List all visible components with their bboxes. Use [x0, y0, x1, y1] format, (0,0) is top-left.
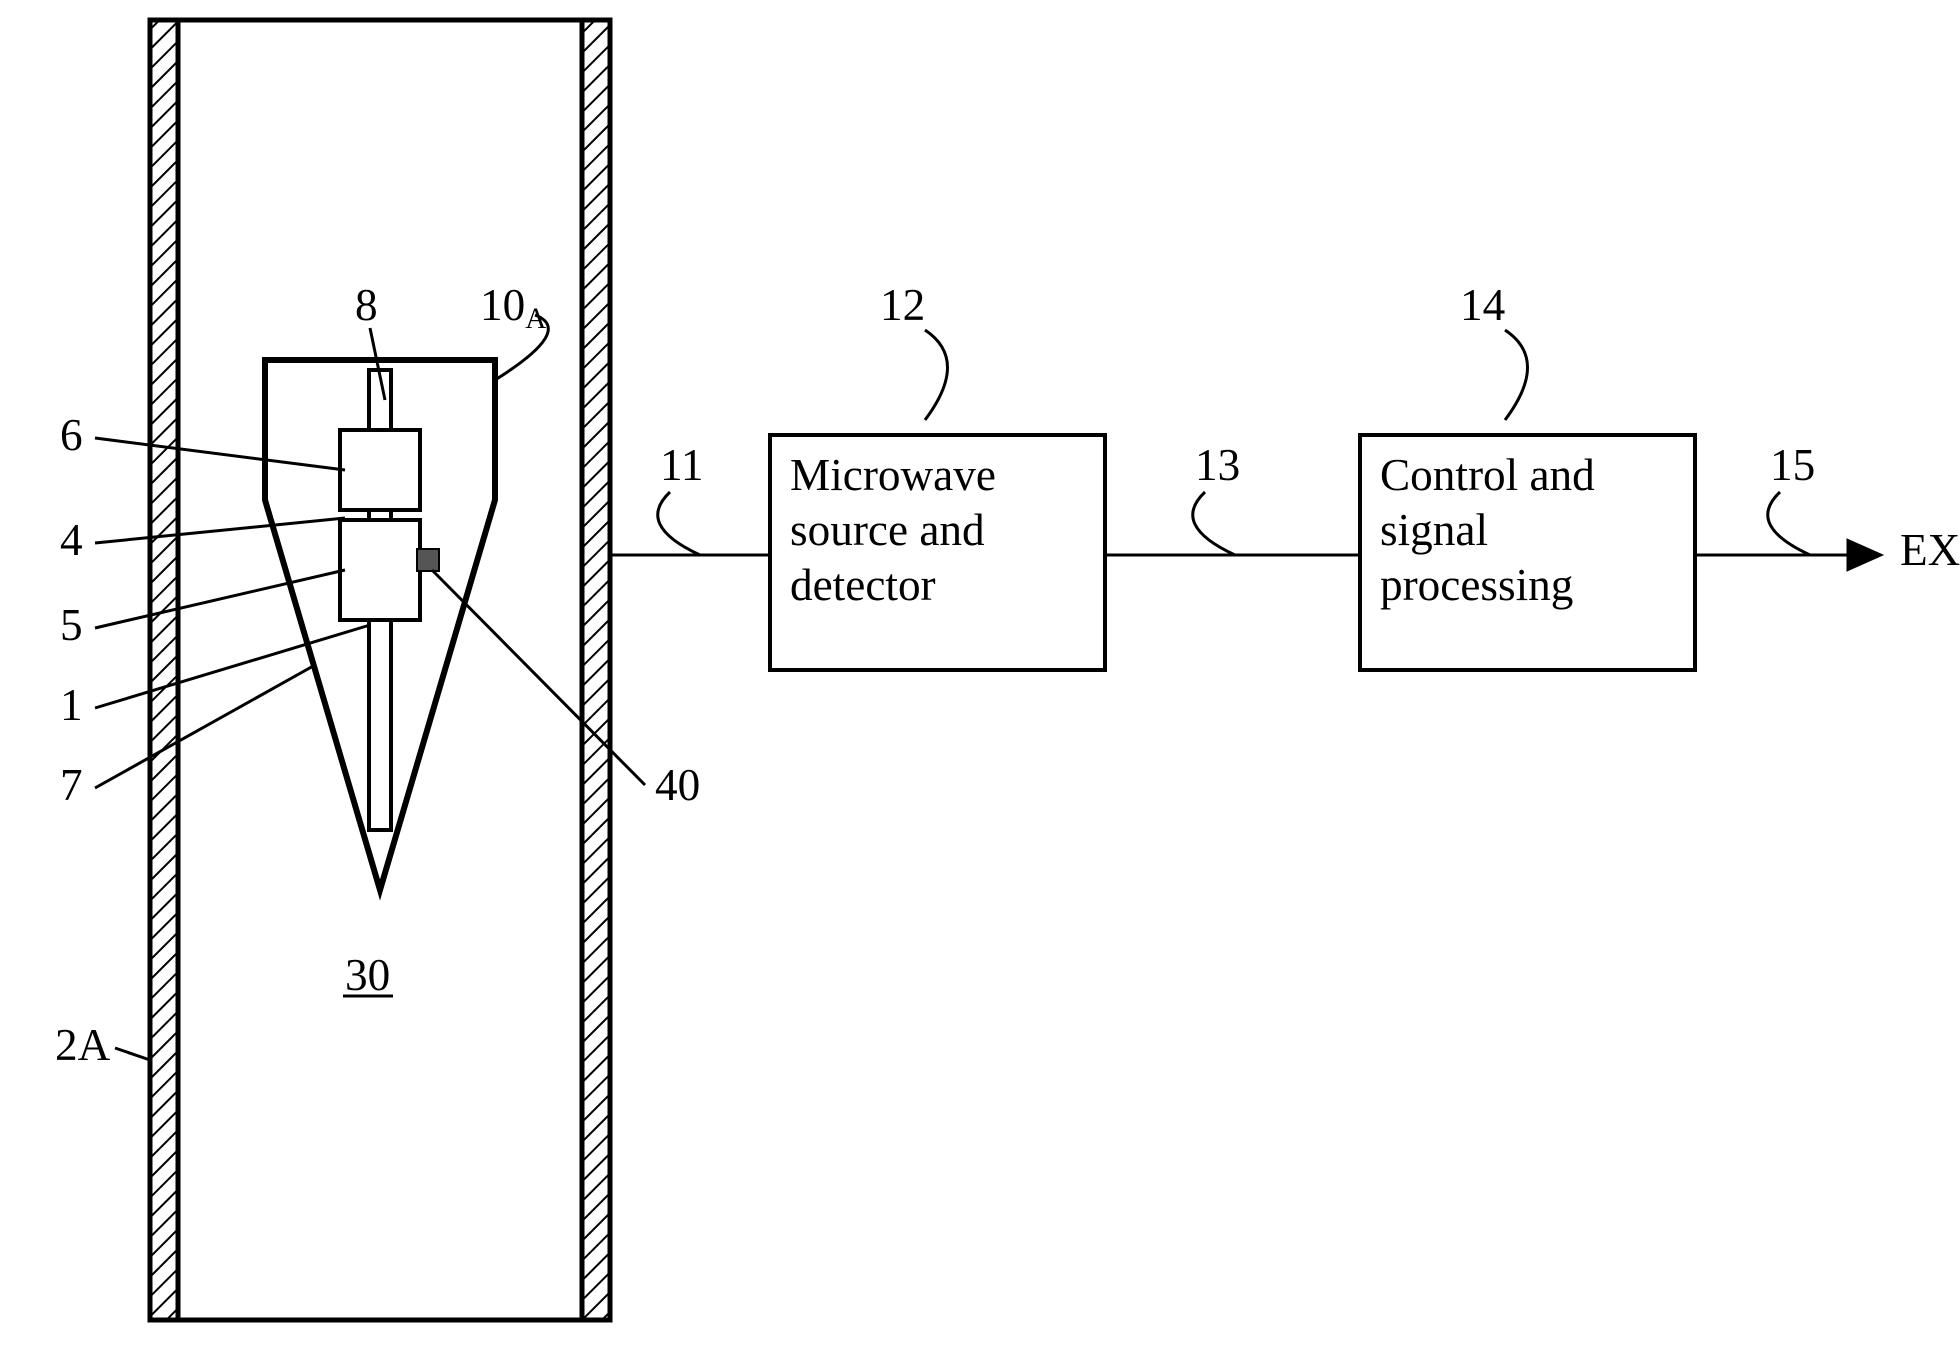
patent-schematic: Microwavesource anddetector Control andsi…	[0, 0, 1960, 1371]
svg-text:40: 40	[655, 760, 700, 810]
svg-text:4: 4	[60, 515, 83, 565]
svg-text:signal: signal	[1380, 505, 1488, 555]
svg-text:14: 14	[1460, 280, 1505, 330]
svg-text:EXT: EXT	[1900, 525, 1960, 575]
svg-text:detector: detector	[790, 560, 936, 610]
svg-text:1: 1	[60, 680, 83, 730]
svg-text:2A: 2A	[55, 1020, 111, 1070]
svg-text:Microwave: Microwave	[790, 450, 996, 500]
svg-text:15: 15	[1770, 440, 1815, 490]
svg-text:source and: source and	[790, 505, 985, 555]
svg-text:7: 7	[60, 760, 83, 810]
svg-text:processing: processing	[1380, 560, 1573, 610]
svg-text:11: 11	[660, 440, 704, 490]
svg-text:6: 6	[60, 410, 83, 460]
svg-text:Control and: Control and	[1380, 450, 1595, 500]
svg-text:13: 13	[1195, 440, 1240, 490]
svg-text:8: 8	[355, 280, 378, 330]
svg-text:30: 30	[345, 950, 390, 1000]
svg-text:5: 5	[60, 600, 83, 650]
svg-text:12: 12	[880, 280, 925, 330]
svg-text:10A: 10A	[480, 280, 546, 335]
